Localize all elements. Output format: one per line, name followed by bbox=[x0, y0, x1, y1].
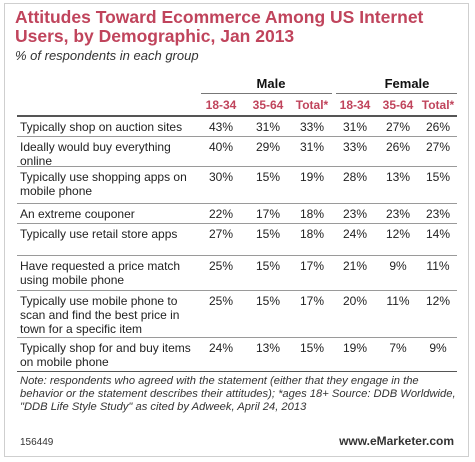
row-label: Typically use retail store apps bbox=[20, 227, 178, 241]
table-cell: 11% bbox=[386, 294, 410, 308]
table-cell: 15% bbox=[299, 341, 325, 355]
table-cell: 11% bbox=[426, 259, 450, 273]
table-cell: 27% bbox=[425, 140, 451, 154]
column-header: 35-64 bbox=[382, 98, 414, 112]
table-cell: 15% bbox=[255, 170, 281, 184]
column-header: 18-34 bbox=[205, 98, 237, 112]
table-cell: 43% bbox=[208, 120, 234, 134]
table-cell: 22% bbox=[208, 207, 234, 221]
table-cell: 27% bbox=[385, 120, 411, 134]
row-divider bbox=[17, 337, 457, 338]
column-header: Total* bbox=[421, 98, 455, 112]
row-label: Typically use mobile phone to scan and f… bbox=[20, 294, 180, 336]
table-cell: 17% bbox=[255, 207, 281, 221]
table-cell: 24% bbox=[342, 227, 368, 241]
table-cell: 7% bbox=[389, 341, 407, 355]
table-cell: 21% bbox=[342, 259, 368, 273]
table-cell: 12% bbox=[385, 227, 411, 241]
table-cell: 23% bbox=[385, 207, 411, 221]
table-cell: 9% bbox=[429, 341, 447, 355]
table-cell: 26% bbox=[385, 140, 411, 154]
row-label: Typically use shopping apps on mobile ph… bbox=[20, 170, 187, 198]
table-cell: 31% bbox=[342, 120, 368, 134]
table-cell: 15% bbox=[255, 227, 281, 241]
table-cell: 15% bbox=[425, 170, 451, 184]
table-cell: 31% bbox=[299, 140, 325, 154]
row-label: Typically shop on auction sites bbox=[20, 120, 183, 134]
table-cell: 27% bbox=[208, 227, 234, 241]
row-divider bbox=[17, 255, 457, 256]
chart-subtitle: % of respondents in each group bbox=[15, 48, 199, 63]
table-cell: 14% bbox=[425, 227, 451, 241]
table-cell: 28% bbox=[342, 170, 368, 184]
column-header: 18-34 bbox=[339, 98, 371, 112]
table-cell: 18% bbox=[299, 227, 325, 241]
table-cell: 33% bbox=[299, 120, 325, 134]
table-cell: 9% bbox=[389, 259, 407, 273]
table-cell: 18% bbox=[299, 207, 325, 221]
table-cell: 26% bbox=[425, 120, 451, 134]
row-divider bbox=[17, 166, 457, 167]
row-divider bbox=[17, 290, 457, 291]
table-cell: 12% bbox=[425, 294, 451, 308]
row-label: Typically shop for and buy items on mobi… bbox=[20, 341, 191, 369]
group-rule-female bbox=[336, 93, 457, 94]
chart-title: Attitudes Toward Ecommerce Among US Inte… bbox=[15, 7, 424, 46]
chart-id: 156449 bbox=[20, 437, 54, 448]
table-cell: 25% bbox=[208, 294, 234, 308]
table-cell: 17% bbox=[299, 259, 325, 273]
row-divider bbox=[17, 136, 457, 137]
table-cell: 33% bbox=[342, 140, 368, 154]
bottom-rule bbox=[17, 371, 457, 372]
group-rule-male bbox=[201, 93, 332, 94]
row-label: Have requested a price match using mobil… bbox=[20, 259, 181, 287]
table-cell: 19% bbox=[299, 170, 325, 184]
table-cell: 13% bbox=[385, 170, 411, 184]
chart-frame: Attitudes Toward Ecommerce Among US Inte… bbox=[4, 3, 469, 457]
brand-logo: www.eMarketer.com bbox=[339, 434, 454, 448]
table-cell: 30% bbox=[208, 170, 234, 184]
table-cell: 19% bbox=[342, 341, 368, 355]
row-divider bbox=[17, 223, 457, 224]
table-cell: 31% bbox=[255, 120, 281, 134]
row-label: Ideally would buy everything online bbox=[20, 140, 171, 168]
table-cell: 17% bbox=[299, 294, 325, 308]
group-label-female: Female bbox=[384, 76, 430, 91]
group-label-male: Male bbox=[256, 76, 286, 91]
column-header: 35-64 bbox=[252, 98, 284, 112]
row-label: An extreme couponer bbox=[20, 207, 135, 221]
table-cell: 13% bbox=[255, 341, 281, 355]
source-note: Note: respondents who agreed with the st… bbox=[20, 375, 456, 413]
table-cell: 15% bbox=[255, 259, 281, 273]
row-divider bbox=[17, 203, 457, 204]
table-cell: 15% bbox=[255, 294, 281, 308]
table-cell: 40% bbox=[208, 140, 234, 154]
table-cell: 20% bbox=[342, 294, 368, 308]
header-rule bbox=[17, 115, 457, 117]
table-cell: 23% bbox=[342, 207, 368, 221]
table-cell: 24% bbox=[208, 341, 234, 355]
table-cell: 23% bbox=[425, 207, 451, 221]
table-cell: 29% bbox=[255, 140, 281, 154]
table-cell: 25% bbox=[208, 259, 234, 273]
column-header: Total* bbox=[295, 98, 329, 112]
